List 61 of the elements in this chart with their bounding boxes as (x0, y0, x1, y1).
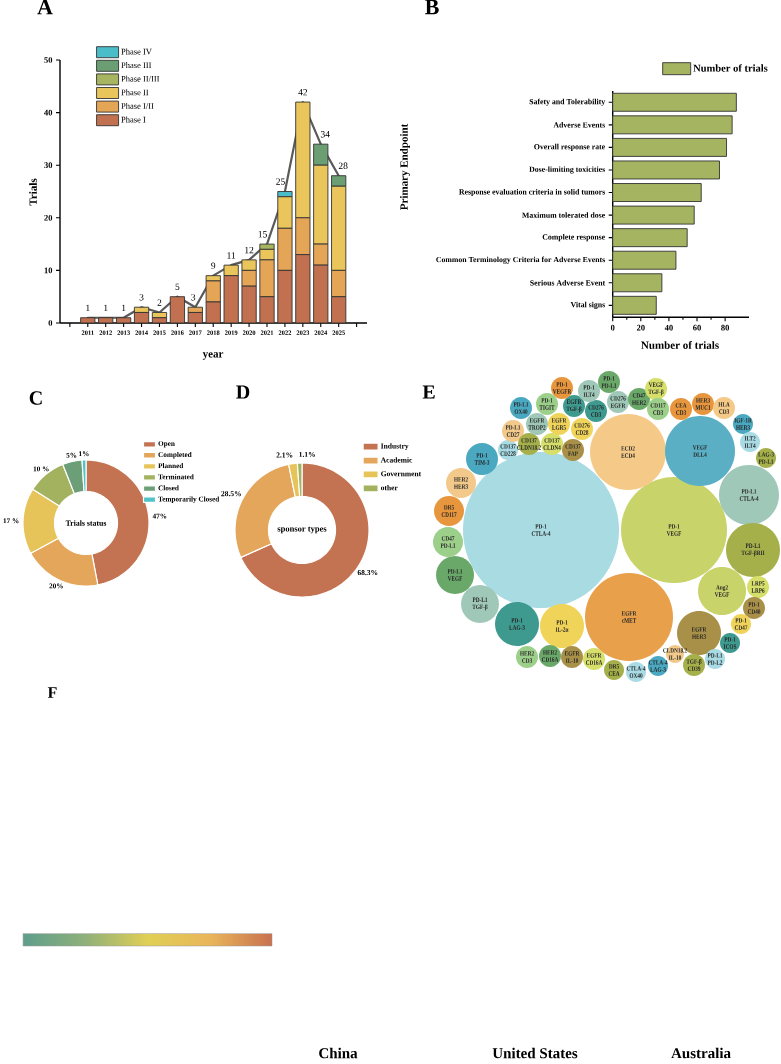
bar (612, 228, 688, 248)
bar (98, 317, 114, 324)
bar (612, 250, 677, 270)
data-label: 2 (157, 299, 162, 306)
x-tick-label: 0 (610, 324, 615, 331)
bar (612, 273, 663, 293)
chart-title: A (37, 0, 53, 15)
legend-label: Phase III (121, 62, 152, 69)
data-label: 1 (104, 304, 108, 312)
legend-label: Phase I/II (121, 102, 154, 109)
text: China (319, 1047, 358, 1059)
text: Australia (671, 1047, 731, 1059)
x-tick-label: 40 (664, 324, 673, 331)
bar (612, 205, 695, 225)
legend-label: Phase I (121, 116, 146, 123)
bar (612, 183, 702, 202)
data-label: 9 (211, 262, 216, 269)
legend-label: Phase IV (121, 48, 152, 55)
data-label: 1 (122, 304, 126, 312)
bar (612, 137, 727, 157)
legend-label: Number of trials (693, 64, 768, 72)
bar (116, 317, 132, 324)
y-tick-label: 0 (48, 320, 53, 326)
text: F (47, 687, 57, 698)
bar (612, 295, 657, 315)
x-axis-title: year (202, 352, 224, 360)
text: sponsor types (277, 526, 327, 534)
data-label: 42 (298, 89, 308, 96)
bar (612, 92, 737, 112)
text: E (422, 385, 435, 399)
bar (612, 115, 733, 135)
data-label: 34 (320, 131, 330, 138)
chart-title: C (29, 391, 42, 405)
chart-title: D (236, 385, 250, 399)
data-label: 3 (139, 294, 144, 301)
y-tick-label: 10 (44, 267, 53, 274)
y-tick-label: 30 (44, 162, 53, 169)
x-axis-title: Number of trials (641, 341, 719, 349)
data-label: 3 (191, 294, 196, 301)
legend-label: Phase II (121, 89, 149, 96)
text: United States (492, 1047, 578, 1059)
y-tick-label: 40 (44, 109, 53, 116)
text: B (425, 0, 439, 15)
bar (169, 296, 185, 324)
x-tick-label: 60 (693, 324, 701, 331)
legend-label: Phase II/III (121, 75, 160, 82)
data-label: 5 (175, 283, 180, 290)
y-tick-label: 20 (44, 214, 53, 221)
bar (80, 317, 96, 324)
y-axis-title: Trials (29, 178, 37, 206)
data-label: 1 (86, 304, 90, 312)
data-label: 11 (227, 252, 236, 259)
data-label: 28 (338, 162, 348, 170)
x-tick-label: 80 (721, 324, 730, 331)
data-label: 12 (245, 246, 254, 254)
data-label: 25 (276, 178, 285, 185)
bar (612, 160, 720, 180)
x-tick-label: 20 (636, 324, 645, 331)
y-tick-label: 50 (44, 57, 53, 63)
y-axis-title: Primary Endpoint (400, 123, 411, 211)
data-label: 15 (258, 231, 267, 238)
